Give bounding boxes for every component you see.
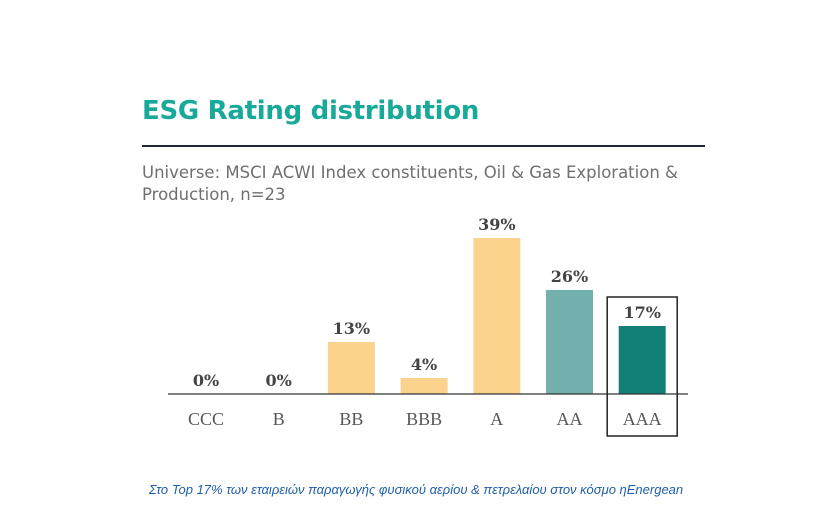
value-label-a: 39%	[478, 215, 515, 234]
tick-label-bbb: BBB	[406, 409, 442, 429]
value-label-bbb: 4%	[411, 355, 437, 374]
title-divider	[142, 145, 705, 147]
tick-label-b: B	[273, 409, 285, 429]
tick-label-bb: BB	[339, 409, 363, 429]
tick-label-ccc: CCC	[188, 409, 224, 429]
value-labels-group: 0% 0% 13% 4% 39% 26% 17%	[193, 215, 661, 390]
chart-subtitle: Universe: MSCI ACWI Index constituents, …	[142, 163, 678, 204]
value-label-b: 0%	[266, 371, 292, 390]
bar-a	[473, 238, 521, 394]
value-label-aaa: 17%	[623, 303, 660, 322]
chart-title: ESG Rating distribution	[142, 96, 480, 126]
tick-label-aa: AA	[557, 409, 583, 429]
value-label-ccc: 0%	[193, 371, 219, 390]
bars-group	[327, 238, 666, 394]
highlight-box	[606, 296, 678, 437]
value-label-bb: 13%	[333, 319, 370, 338]
tick-labels-group: CCC B BB BBB A AA AAA	[188, 409, 662, 429]
bar-bbb	[400, 378, 448, 394]
footer-caption: Στο Top 17% των εταιρειών παραγωγής φυσι…	[148, 482, 684, 497]
value-label-aa: 26%	[551, 267, 588, 286]
bar-bb	[327, 342, 375, 394]
tick-label-a: A	[490, 409, 503, 429]
bar-aa	[546, 290, 593, 394]
tick-label-aaa: AAA	[623, 409, 662, 429]
bar-aaa	[618, 326, 666, 394]
